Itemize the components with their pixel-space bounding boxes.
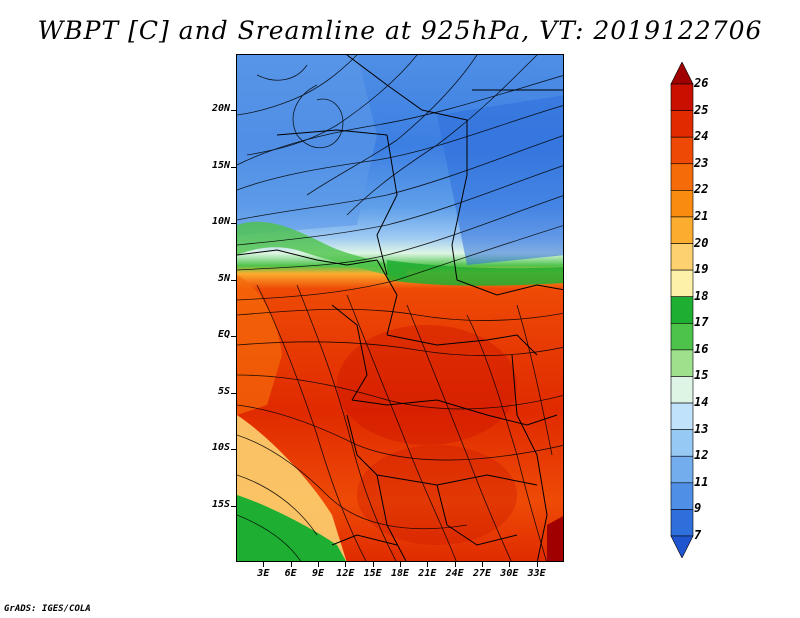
colorbar-segment — [670, 190, 694, 218]
lon-tick-label: 15E — [363, 568, 382, 579]
chart-title: WBPT [C] and Sreamline at 925hPa, VT: 20… — [37, 16, 763, 45]
lat-tick-label: EQ — [217, 329, 230, 341]
colorbar-segment — [670, 296, 694, 324]
lat-tick-mark — [231, 223, 236, 225]
colorbar-segment — [670, 216, 694, 244]
colorbar-segment — [670, 535, 694, 558]
colorbar-label: 11 — [694, 474, 709, 489]
lat-tick-label: 10N — [211, 216, 230, 228]
colorbar-label: 20 — [694, 235, 709, 250]
lat-tick-label: 15N — [211, 159, 230, 171]
lat-tick-mark — [231, 449, 236, 451]
colorbar-label: 26 — [694, 76, 709, 90]
colorbar-segment — [670, 455, 694, 484]
lat-tick-mark — [231, 166, 236, 168]
colorbar-segment — [670, 269, 694, 298]
colorbar-segment — [670, 429, 694, 457]
lon-tick-mark — [400, 562, 401, 567]
colorbar-label: 13 — [694, 421, 709, 436]
lat-tick-label: 5S — [217, 385, 230, 397]
colorbar-segment — [670, 163, 694, 191]
colorbar-label: 12 — [694, 448, 709, 463]
lon-tick-label: 6E — [284, 568, 297, 579]
colorbar-label: 22 — [694, 182, 709, 197]
lat-tick-label: 15S — [211, 498, 230, 510]
lon-tick-mark — [427, 562, 429, 567]
lon-tick-label: 18E — [390, 568, 410, 579]
colorbar-label: 25 — [694, 102, 709, 117]
lon-tick-mark — [482, 562, 483, 567]
lon-tick-mark — [536, 562, 538, 567]
lat-tick-mark — [231, 505, 236, 507]
lon-tick-mark — [454, 562, 456, 567]
colorbar-label: 18 — [694, 288, 709, 303]
colorbar-segment — [670, 376, 694, 404]
lat-tick-label: 5N — [217, 272, 230, 284]
colorbar-label: 23 — [694, 155, 709, 170]
wbpt-cool-west — [237, 55, 377, 235]
lat-tick-mark — [231, 336, 236, 338]
wbpt-band-18 — [387, 260, 563, 286]
colorbar-segment — [670, 243, 694, 271]
colorbar-segment — [670, 62, 694, 85]
colorbar-label: 24 — [694, 129, 709, 144]
lat-tick-label: 20N — [211, 103, 230, 115]
footer-credit: GrADS: IGES/COLA — [4, 604, 91, 614]
colorbar-label: 17 — [694, 315, 709, 330]
wbpt-orange-west — [237, 275, 282, 415]
map-svg — [237, 55, 563, 561]
colorbar — [670, 62, 694, 558]
lon-tick-mark — [345, 562, 347, 567]
lat-tick-mark — [231, 392, 236, 394]
colorbar-label: 16 — [694, 341, 709, 356]
lon-tick-label: 30E — [500, 568, 519, 579]
colorbar-label: 15 — [694, 368, 709, 383]
colorbar-segment — [670, 110, 694, 138]
lon-tick-mark — [290, 562, 292, 567]
wbpt-green-sw — [237, 495, 346, 561]
lon-tick-label: 12E — [336, 568, 355, 579]
lon-tick-mark — [318, 562, 319, 567]
lon-tick-label: 24E — [445, 568, 464, 579]
lon-tick-mark — [372, 562, 374, 567]
colorbar-segment — [670, 349, 694, 377]
lon-tick-label: 3E — [257, 568, 270, 579]
wbpt-map — [236, 54, 564, 562]
country-borders — [237, 55, 563, 561]
colorbar-segment — [670, 136, 694, 165]
lat-tick-mark — [231, 110, 236, 112]
lon-tick-label: 27E — [472, 568, 492, 579]
wbpt-band-17 — [237, 221, 407, 280]
lat-tick-label: 10S — [211, 442, 230, 454]
lat-tick-mark — [231, 279, 236, 281]
lon-tick-label: 33E — [527, 568, 546, 579]
colorbar-segment — [670, 322, 694, 351]
colorbar-segment — [670, 509, 694, 537]
wbpt-cold-east — [437, 95, 563, 265]
colorbar-label: 21 — [694, 208, 709, 223]
lon-tick-mark — [263, 562, 265, 567]
lon-tick-label: 9E — [311, 568, 325, 579]
colorbar-label: 19 — [694, 262, 709, 277]
colorbar-segment — [670, 482, 694, 510]
colorbar-segment — [670, 83, 694, 111]
wbpt-hot-se — [547, 516, 563, 561]
wbpt-hot-south — [357, 445, 517, 545]
colorbar-label: 9 — [694, 501, 702, 516]
colorbar-label: 14 — [694, 395, 709, 410]
lon-tick-label: 21E — [418, 568, 437, 579]
lon-tick-mark — [509, 562, 511, 567]
colorbar-label: 7 — [694, 528, 702, 542]
colorbar-segment — [670, 402, 694, 430]
streamlines — [237, 55, 563, 561]
